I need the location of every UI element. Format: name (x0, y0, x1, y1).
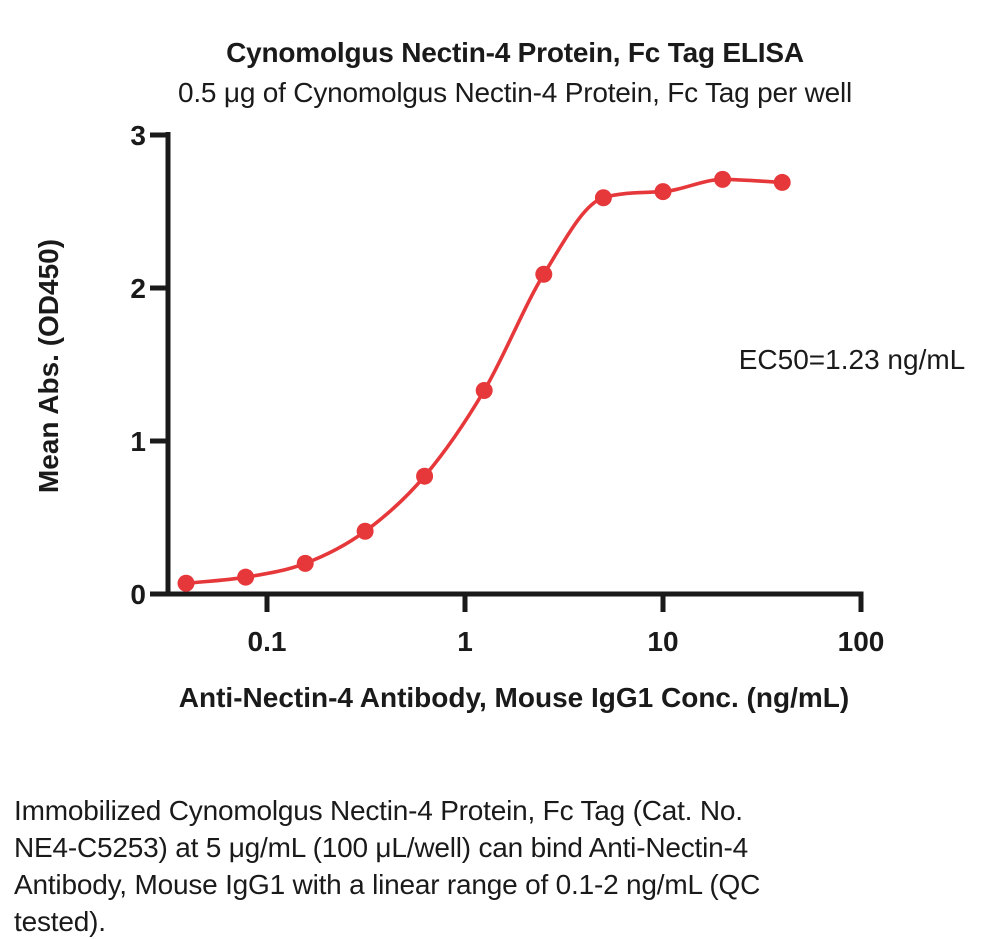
chart-subtitle: 0.5 μg of Cynomolgus Nectin-4 Protein, F… (177, 77, 853, 108)
y-tick-label: 2 (130, 273, 146, 304)
ec50-annotation: EC50=1.23 ng/mL (739, 344, 966, 375)
caption-line: NE4-C5253) at 5 μg/mL (100 μL/well) can … (14, 832, 748, 863)
y-tick-label: 0 (130, 579, 146, 610)
data-point (535, 265, 553, 283)
fit-curve (184, 177, 784, 586)
y-axis-title: Mean Abs. (OD450) (33, 239, 64, 493)
y-tick-label: 3 (130, 120, 146, 151)
data-point (237, 568, 255, 586)
figure-caption: Immobilized Cynomolgus Nectin-4 Protein,… (14, 792, 874, 939)
x-axis-title: Anti-Nectin-4 Antibody, Mouse IgG1 Conc.… (179, 682, 849, 713)
x-tick-label: 100 (838, 626, 885, 657)
chart-title: Cynomolgus Nectin-4 Protein, Fc Tag ELIS… (226, 37, 804, 68)
data-point (594, 189, 612, 207)
data-point (714, 170, 732, 188)
data-point (475, 382, 493, 400)
y-tick-label: 1 (130, 426, 146, 457)
elisa-dose-response-chart: 0 1 2 3 0.1 1 10 100 Mean Abs. (OD450) Anti-Necti… (33, 120, 966, 713)
data-point (773, 173, 791, 191)
caption-line: tested). (14, 906, 106, 937)
caption-line: Antibody, Mouse IgG1 with a linear range… (14, 869, 761, 900)
x-tick-label: 0.1 (248, 626, 287, 657)
x-tick-label: 10 (647, 626, 678, 657)
caption-line: Immobilized Cynomolgus Nectin-4 Protein,… (14, 795, 743, 826)
data-point (177, 574, 195, 592)
data-point (296, 554, 314, 572)
x-tick-label: 1 (457, 626, 473, 657)
data-point (416, 467, 434, 485)
data-point (356, 522, 374, 540)
data-point (654, 183, 672, 201)
chart-header: Cynomolgus Nectin-4 Protein, Fc Tag ELIS… (30, 36, 1000, 110)
